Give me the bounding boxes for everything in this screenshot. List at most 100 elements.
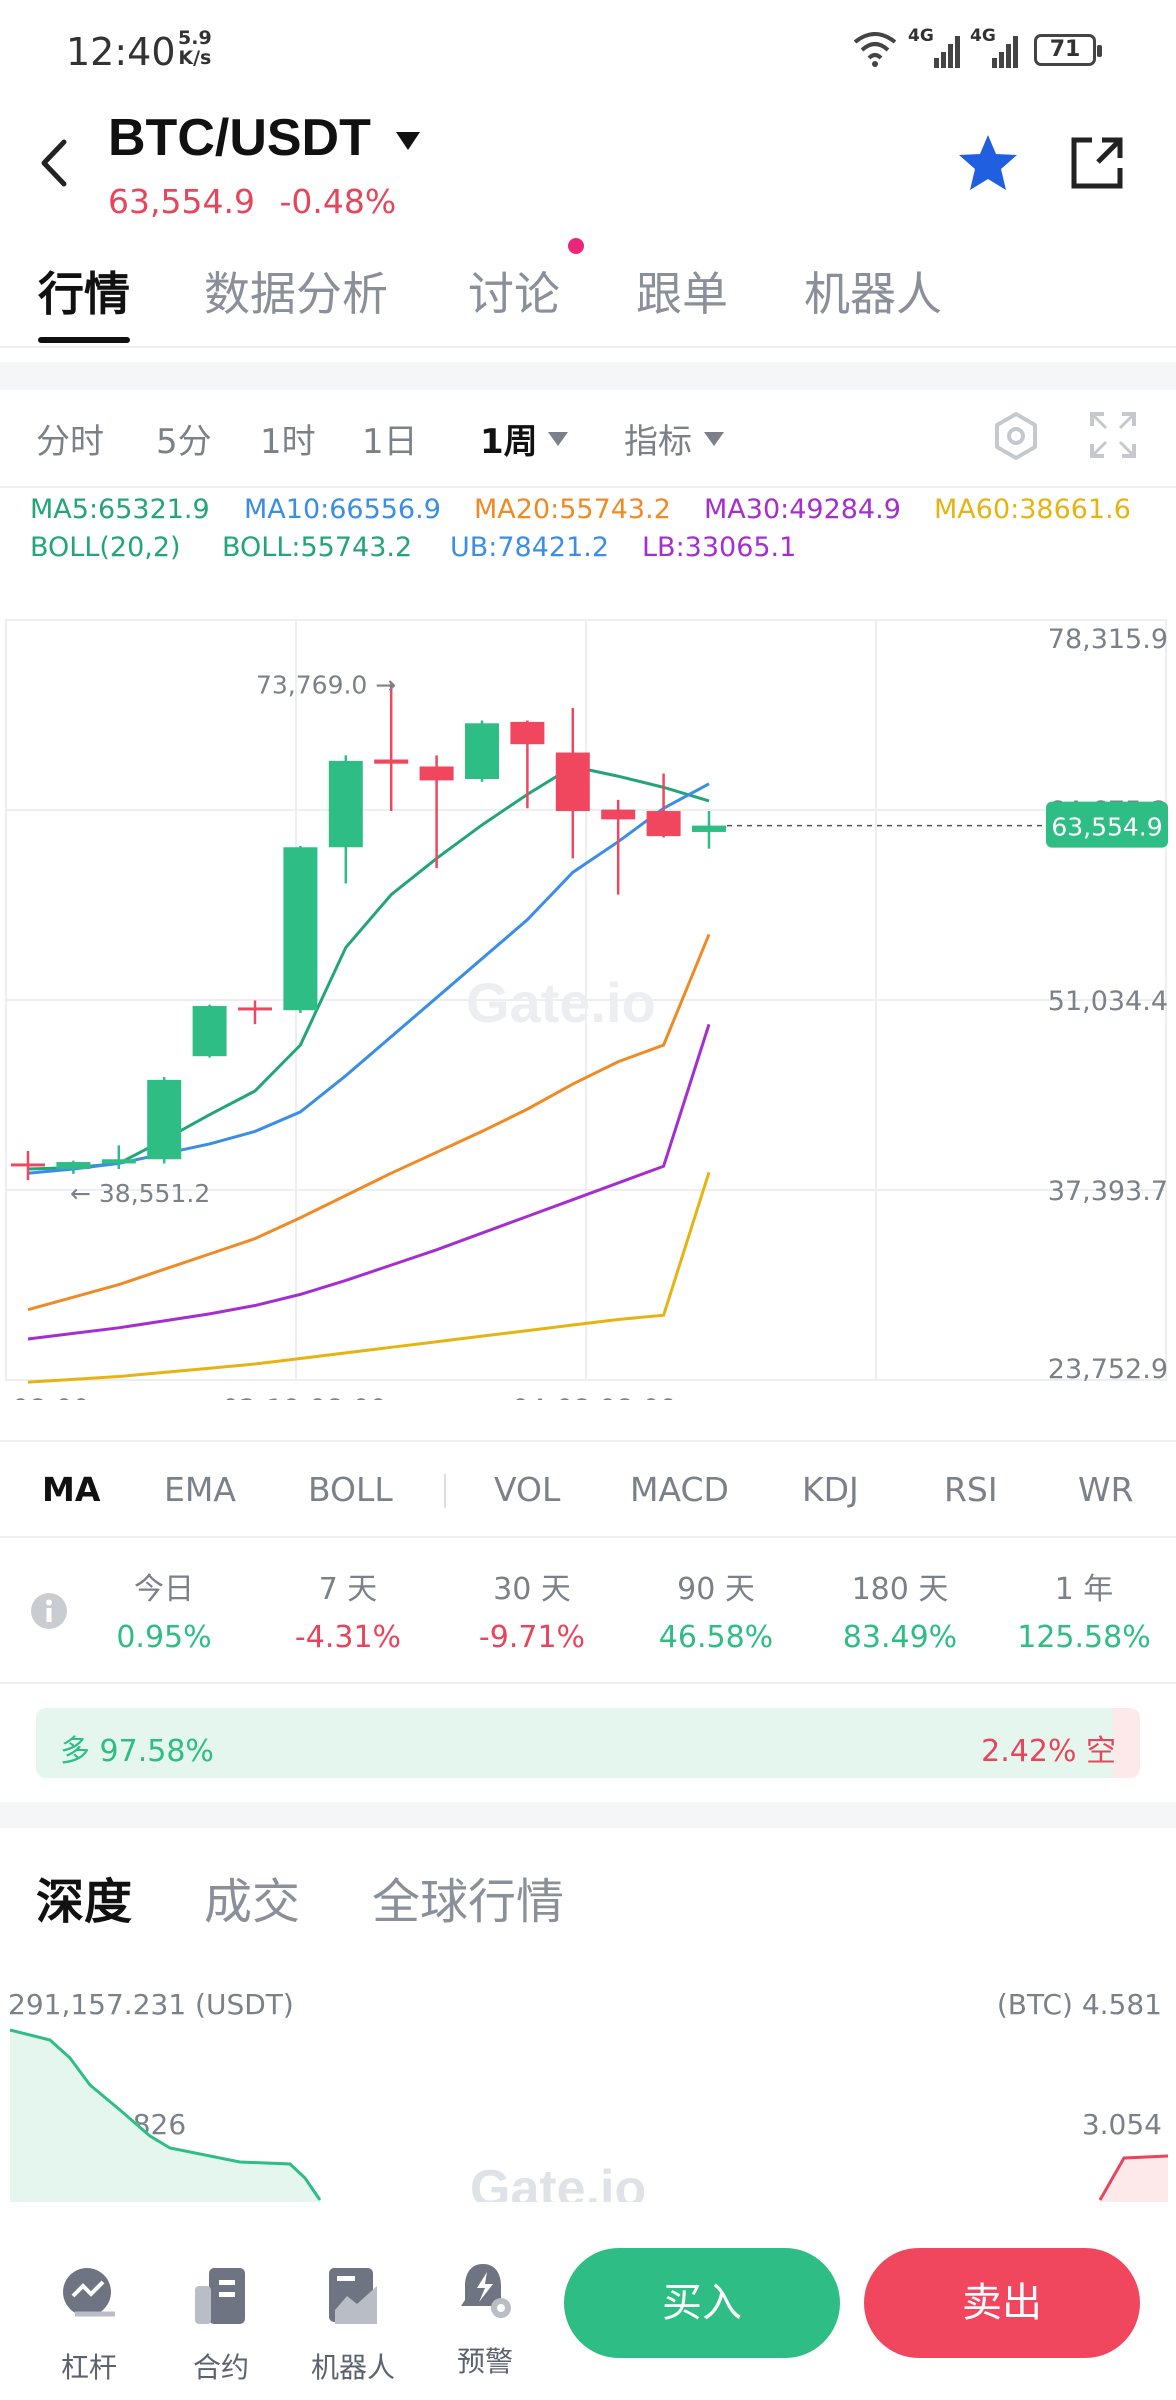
sell-button[interactable]: 卖出 (864, 2248, 1140, 2358)
buy-button[interactable]: 买入 (564, 2248, 840, 2358)
divider (0, 1536, 1176, 1538)
nav-leverage-label: 杠杆 (60, 2351, 117, 2384)
share-icon[interactable] (1068, 134, 1126, 192)
indicator-tab-ema[interactable]: EMA (164, 1470, 236, 1509)
stat-label-30d: 30 天 (493, 1572, 571, 1607)
indicator-dropdown-icon[interactable] (702, 430, 726, 448)
boll-mid-value: BOLL:55743.2 (222, 532, 413, 563)
section-gap (0, 1802, 1176, 1828)
interval-1h[interactable]: 1时 (260, 422, 316, 462)
indicator-tab-ma[interactable]: MA (42, 1470, 101, 1509)
net-speed-value: 5.9 (178, 27, 212, 49)
tab-depth[interactable]: 深度 (36, 1874, 133, 1930)
candle-body (419, 766, 454, 781)
depth-right-mid-value: 3.054 (1081, 2108, 1162, 2141)
y-tick-label: 37,393.7 (1048, 1176, 1168, 1207)
long-ratio-label: 多 97.58% (60, 1734, 214, 1769)
depth-left-top-value: 291,157.231 (USDT) (8, 1988, 294, 2021)
candle-body (555, 752, 590, 812)
stat-value-180d: 83.49% (842, 1620, 958, 1655)
indicator-tab-kdj[interactable]: KDJ (802, 1470, 859, 1509)
candle-body (510, 721, 545, 745)
robot-icon (329, 2268, 377, 2324)
depth-chart[interactable]: Gate.io (0, 2010, 1176, 2210)
depth-watermark: Gate.io (470, 2160, 646, 2210)
x-tick-label: 04-08 08:00 (512, 1394, 677, 1400)
back-arrow-icon[interactable] (36, 138, 72, 188)
candle-body (601, 809, 636, 820)
ma5-value: MA5:65321.9 (30, 494, 210, 525)
favorite-star-icon[interactable] (956, 132, 1020, 194)
interval-1d[interactable]: 1日 (362, 422, 418, 462)
indicator-tab-wr[interactable]: WR (1078, 1470, 1134, 1509)
x-tick-label: 02-19 08:00 (222, 1394, 387, 1400)
price-change: -0.48% (279, 182, 397, 221)
tab-global-market[interactable]: 全球行情 (372, 1874, 565, 1930)
indicator-menu[interactable]: 指标 (624, 422, 692, 462)
stat-label-90d: 90 天 (677, 1572, 755, 1607)
candle-body (692, 825, 726, 832)
interval-1w[interactable]: 1周 (480, 422, 538, 462)
signal-type-1: 4G (908, 26, 934, 46)
y-tick-label: 51,034.4 (1048, 986, 1168, 1017)
interval-dropdown-icon[interactable] (546, 430, 570, 448)
pair-dropdown-icon[interactable] (394, 130, 422, 152)
indicator-tab-macd[interactable]: MACD (630, 1470, 729, 1509)
battery-indicator: 71 (1034, 34, 1102, 66)
info-icon[interactable] (30, 1592, 68, 1630)
tab-market[interactable]: 行情 (38, 267, 130, 321)
signal-bars-icon-2 (992, 36, 1018, 68)
signal-bars-icon (934, 36, 960, 68)
alert-icon (461, 2264, 511, 2318)
candle-body (328, 760, 363, 848)
nav-robot-label: 机器人 (310, 2351, 395, 2384)
tab-discussion[interactable]: 讨论 (468, 267, 560, 321)
short-ratio-label: 2.42% 空 (981, 1734, 1116, 1769)
divider (0, 1440, 1176, 1442)
status-bar: 12:40 5.9 K/s 4G 4G 71 (0, 0, 1176, 100)
tab-trades[interactable]: 成交 (204, 1874, 301, 1930)
indicator-separator (444, 1474, 446, 1508)
signal-type-2: 4G (970, 26, 996, 46)
interval-5min[interactable]: 5分 (156, 422, 212, 462)
candle-body (11, 1163, 45, 1167)
net-speed-unit: K/s (178, 47, 212, 69)
wifi-icon (853, 32, 897, 67)
candlestick-chart[interactable]: Gate.io78,315.964,675.251,034.437,393.72… (0, 600, 1176, 1400)
tab-data-analysis[interactable]: 数据分析 (204, 267, 388, 321)
indicator-tab-vol[interactable]: VOL (494, 1470, 561, 1509)
nav-alert-label: 预警 (456, 2345, 513, 2378)
active-tab-underline (38, 337, 130, 343)
pair-title[interactable]: BTC/USDT (108, 109, 371, 167)
fullscreen-icon[interactable] (1088, 410, 1138, 460)
tab-copy-trade[interactable]: 跟单 (636, 267, 728, 321)
notification-dot (568, 238, 584, 254)
chart-settings-icon[interactable] (990, 410, 1042, 462)
long-ratio-fill (36, 1708, 1114, 1778)
price-summary: 63,554.9 -0.48% (108, 182, 396, 221)
ma-line-ma5 (27, 764, 710, 1171)
current-price-badge (1046, 801, 1168, 848)
stat-label-1y: 1 年 (1054, 1572, 1114, 1607)
candle-body (238, 1007, 272, 1011)
section-gap (0, 362, 1176, 390)
leverage-icon (63, 2268, 115, 2317)
interval-timeline[interactable]: 分时 (36, 422, 104, 462)
stat-value-today: 0.95% (116, 1620, 212, 1655)
boll-lower-value: LB:33065.1 (642, 532, 797, 563)
high-price-annotation: 73,769.0 → (256, 670, 396, 699)
status-time: 12:40 (66, 30, 176, 74)
ma-line-ma10 (27, 782, 710, 1175)
indicator-tab-boll[interactable]: BOLL (308, 1470, 393, 1509)
indicator-tab-rsi[interactable]: RSI (944, 1470, 998, 1509)
tab-robot[interactable]: 机器人 (804, 267, 942, 321)
stat-value-1y: 125.58% (1017, 1620, 1151, 1655)
chart-watermark: Gate.io (466, 971, 656, 1034)
divider (0, 346, 1176, 348)
bottom-action-bar: 杠杆 合约 机器人 预警 买入 卖出 (0, 2202, 1176, 2400)
divider (0, 486, 1176, 488)
y-tick-label: 23,752.9 (1048, 1354, 1168, 1385)
low-price-annotation: ← 38,551.2 (70, 1179, 210, 1208)
ma10-value: MA10:66556.9 (244, 494, 441, 525)
current-price-label: 63,554.9 (1051, 813, 1162, 842)
